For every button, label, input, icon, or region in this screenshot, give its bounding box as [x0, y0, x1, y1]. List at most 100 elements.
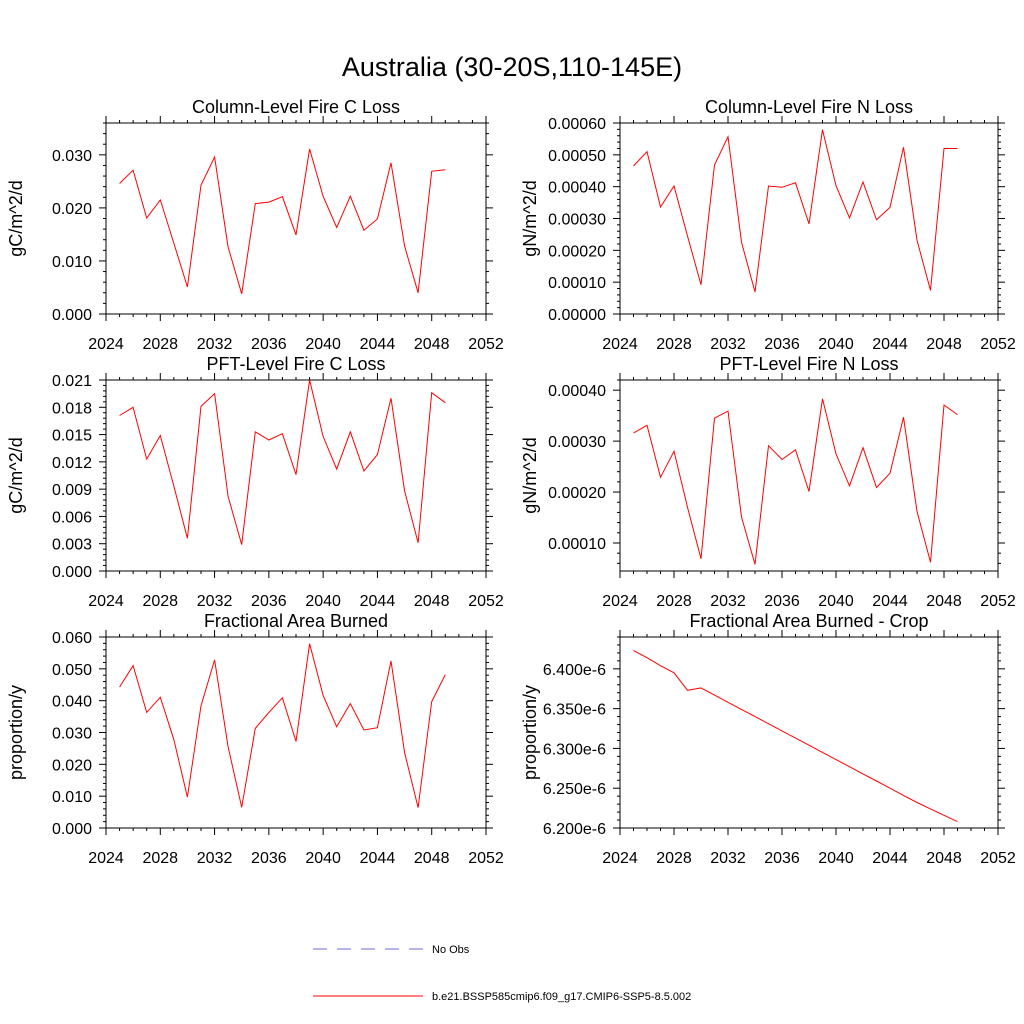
- x-tick-label: 2036: [764, 850, 800, 867]
- x-tick-label: 2048: [926, 593, 962, 610]
- x-tick-label: 2024: [88, 850, 124, 867]
- y-tick-label: 0.060: [52, 630, 92, 647]
- y-tick-label: 0.000: [52, 564, 92, 581]
- legend: No Obs b.e21.BSSP585cmip6.f09_g17.CMIP6-…: [313, 944, 691, 1003]
- plot-frame: [619, 379, 999, 572]
- y-tick-label: 0.00020: [548, 485, 606, 502]
- x-tick-label: 2040: [305, 850, 341, 867]
- panel-title: Fractional Area Burned: [204, 611, 388, 631]
- y-tick-label: 0.030: [52, 148, 92, 165]
- x-tick-label: 2048: [926, 850, 962, 867]
- panel-title: PFT-Level Fire C Loss: [206, 354, 385, 374]
- x-tick-label: 2036: [251, 850, 287, 867]
- x-tick-label: 2048: [414, 593, 450, 610]
- x-tick-label: 2032: [197, 593, 233, 610]
- series-line: [633, 129, 958, 293]
- x-tick-label: 2044: [872, 593, 908, 610]
- y-axis-label: gN/m^2/d: [520, 437, 540, 513]
- y-tick-label: 0.030: [52, 726, 92, 743]
- chart-panel-3: PFT-Level Fire C Loss gC/m^2/d 2024 2028 203…: [6, 354, 504, 610]
- y-tick-label: 0.00030: [548, 212, 606, 229]
- plot-frame: [619, 636, 999, 829]
- plot-frame: [105, 379, 487, 572]
- x-tick-label: 2028: [142, 336, 178, 353]
- x-tick-label: 2028: [656, 850, 692, 867]
- panel-title: Fractional Area Burned - Crop: [689, 611, 928, 631]
- panel-title: Column-Level Fire C Loss: [192, 97, 400, 117]
- x-tick-label: 2036: [251, 593, 287, 610]
- x-tick-label: 2048: [414, 336, 450, 353]
- y-tick-label: 0.00050: [548, 148, 606, 165]
- y-tick-label: 0.00010: [548, 536, 606, 553]
- plot-frame: [619, 122, 999, 315]
- x-tick-label: 2032: [197, 336, 233, 353]
- y-tick-label: 0.040: [52, 694, 92, 711]
- plot-frame: [105, 636, 487, 829]
- y-tick-label: 0.00020: [548, 243, 606, 260]
- x-tick-label: 2040: [818, 850, 854, 867]
- x-tick-label: 2044: [872, 850, 908, 867]
- x-tick-label: 2028: [656, 336, 692, 353]
- x-tick-label: 2024: [88, 336, 124, 353]
- x-tick-label: 2024: [602, 336, 638, 353]
- legend-model-label: b.e21.BSSP585cmip6.f09_g17.CMIP6-SSP5-8.…: [432, 991, 691, 1003]
- x-tick-label: 2028: [656, 593, 692, 610]
- x-tick-label: 2036: [764, 593, 800, 610]
- y-tick-label: 0.009: [52, 482, 92, 499]
- y-tick-label: 0.000: [52, 307, 92, 324]
- y-tick-label: 6.300e-6: [543, 741, 606, 758]
- y-tick-label: 0.00060: [548, 116, 606, 133]
- y-tick-label: 6.250e-6: [543, 781, 606, 798]
- y-axis-label: gC/m^2/d: [6, 180, 26, 256]
- y-tick-label: 0.00040: [548, 383, 606, 400]
- figure-title: Australia (30-20S,110-145E): [342, 52, 682, 82]
- series-line: [633, 398, 958, 565]
- y-tick-label: 0.050: [52, 662, 92, 679]
- x-tick-label: 2052: [468, 336, 504, 353]
- y-tick-label: 0.020: [52, 201, 92, 218]
- legend-obs-label: No Obs: [432, 944, 470, 956]
- x-tick-label: 2052: [980, 593, 1016, 610]
- x-tick-label: 2032: [710, 850, 746, 867]
- series-line: [119, 379, 446, 545]
- y-tick-label: 6.400e-6: [543, 662, 606, 679]
- x-tick-label: 2048: [926, 336, 962, 353]
- panel-title: PFT-Level Fire N Loss: [719, 354, 898, 374]
- y-tick-label: 0.021: [52, 373, 92, 390]
- x-tick-label: 2048: [414, 850, 450, 867]
- y-tick-label: 0.000: [52, 821, 92, 838]
- x-tick-label: 2052: [468, 593, 504, 610]
- series-line: [119, 643, 446, 808]
- y-tick-label: 0.00000: [548, 307, 606, 324]
- x-tick-label: 2040: [305, 336, 341, 353]
- x-tick-label: 2044: [872, 336, 908, 353]
- x-tick-label: 2032: [710, 593, 746, 610]
- y-tick-label: 0.003: [52, 537, 92, 554]
- y-tick-label: 0.012: [52, 455, 92, 472]
- chart-panel-4: PFT-Level Fire N Loss gN/m^2/d 2024 2028 203…: [520, 354, 1016, 610]
- x-tick-label: 2028: [142, 850, 178, 867]
- panel-title: Column-Level Fire N Loss: [705, 97, 913, 117]
- x-tick-label: 2040: [818, 593, 854, 610]
- x-tick-label: 2052: [980, 336, 1016, 353]
- x-tick-label: 2044: [360, 593, 396, 610]
- y-tick-label: 0.006: [52, 509, 92, 526]
- chart-panel-6: Fractional Area Burned - Crop proportion/…: [520, 611, 1016, 867]
- y-axis-label: proportion/y: [6, 685, 26, 780]
- x-tick-label: 2032: [197, 850, 233, 867]
- y-tick-label: 0.015: [52, 428, 92, 445]
- x-tick-label: 2040: [818, 336, 854, 353]
- y-axis-label: gC/m^2/d: [6, 437, 26, 513]
- x-tick-label: 2036: [764, 336, 800, 353]
- plot-frame: [105, 122, 487, 315]
- y-tick-label: 0.020: [52, 757, 92, 774]
- y-tick-label: 0.00010: [548, 275, 606, 292]
- y-tick-label: 0.010: [52, 789, 92, 806]
- x-tick-label: 2024: [602, 850, 638, 867]
- x-tick-label: 2044: [360, 850, 396, 867]
- x-tick-label: 2032: [710, 336, 746, 353]
- y-tick-label: 0.018: [52, 400, 92, 417]
- x-tick-label: 2040: [305, 593, 341, 610]
- series-line: [633, 650, 958, 823]
